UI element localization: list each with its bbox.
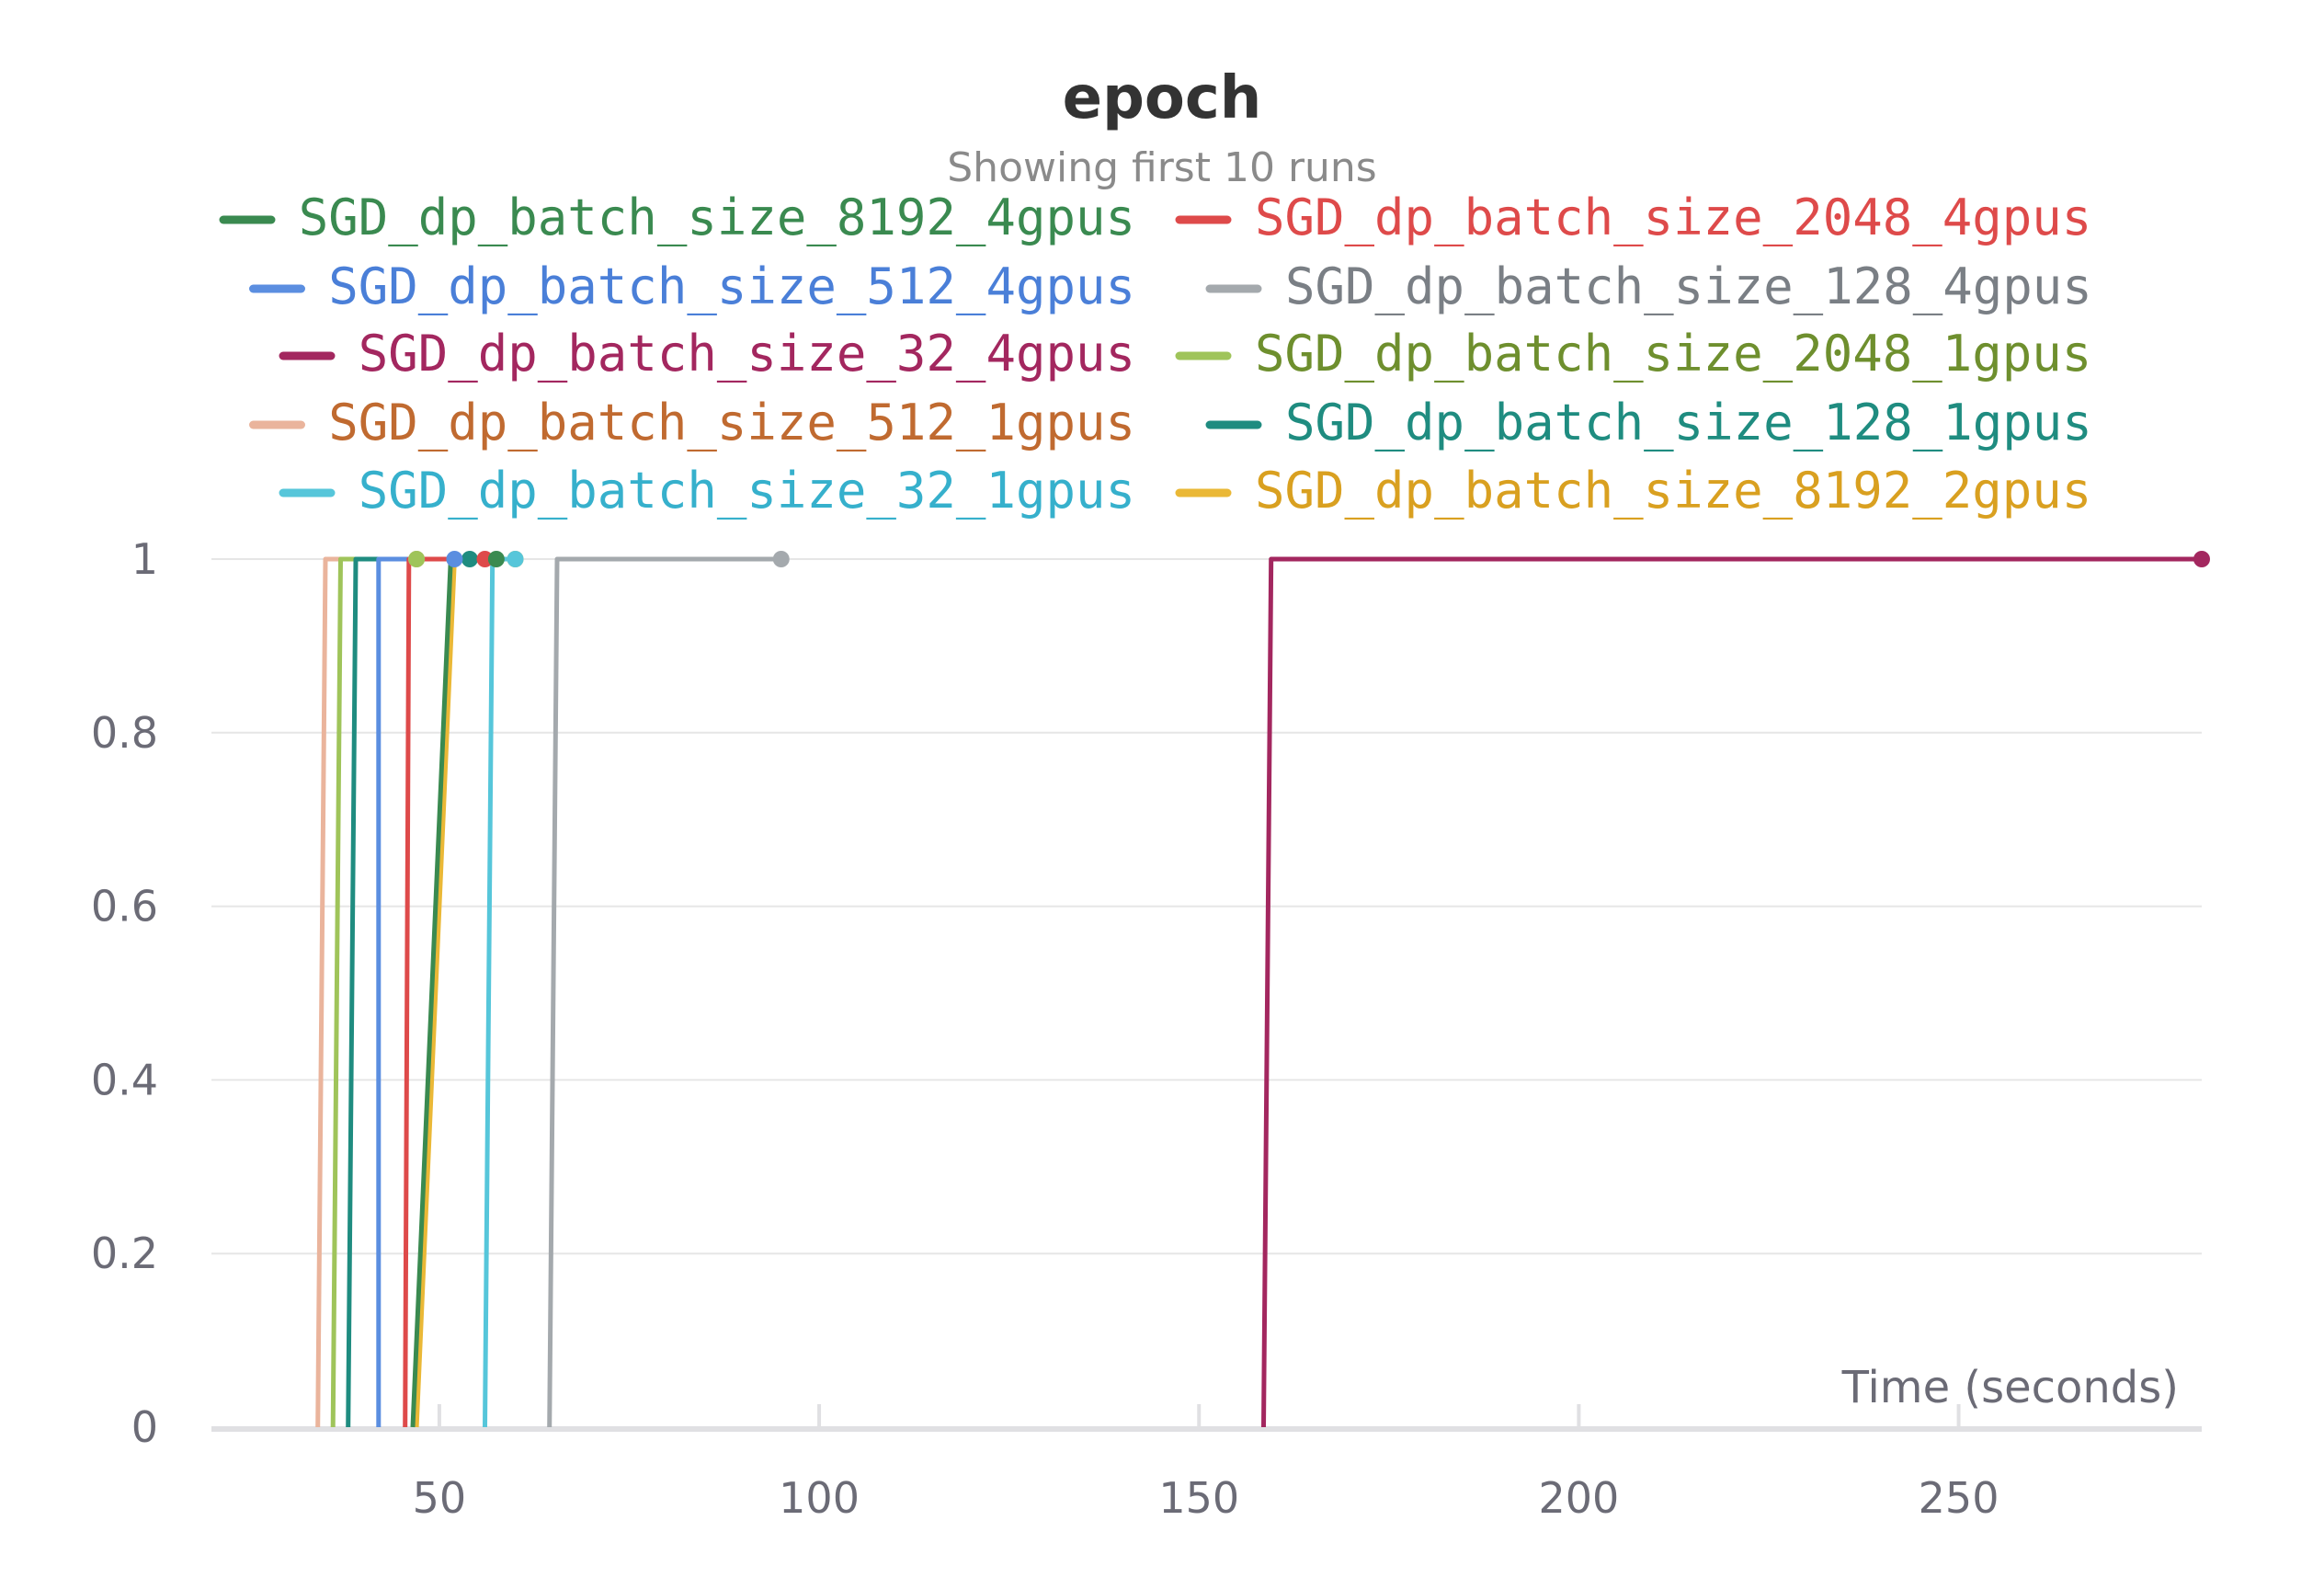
legend-label: SGD_dp_batch_size_8192_2gpus [1255, 462, 2091, 520]
legend-label: SGD_dp_batch_size_512_1gpus [328, 394, 1135, 452]
x-tick-label: 150 [1158, 1473, 1239, 1523]
series-end-point [507, 551, 524, 567]
x-tick-label: 100 [779, 1473, 860, 1523]
series-end-point [408, 551, 426, 567]
legend-label: SGD_dp_batch_size_512_4gpus [328, 257, 1135, 315]
series-end-point [461, 551, 478, 567]
y-tick-label: 0.6 [91, 882, 158, 932]
x-axis-title: Time (seconds) [1841, 1362, 2179, 1413]
x-tick-label: 50 [413, 1473, 467, 1523]
series-line [483, 556, 516, 1428]
y-tick-label: 1 [131, 534, 158, 584]
chart-subtitle: Showing first 10 runs [947, 144, 1376, 191]
x-tick-label: 200 [1538, 1473, 1619, 1523]
x-tick-label: 250 [1919, 1473, 1999, 1523]
y-tick-label: 0.4 [91, 1055, 158, 1104]
y-tick-label: 0 [131, 1402, 158, 1452]
legend-label: SGD_dp_batch_size_2048_1gpus [1255, 325, 2091, 383]
series-end-point [772, 551, 790, 567]
y-tick-label: 0.2 [91, 1229, 158, 1278]
chart-title: epoch [1063, 64, 1262, 132]
legend-label: SGD_dp_batch_size_2048_4gpus [1255, 189, 2091, 246]
series-end-point [2193, 551, 2210, 567]
series-line [547, 556, 781, 1428]
axes: 50 100 150 200 250 [211, 1404, 2202, 1523]
series-end-point [487, 551, 505, 567]
y-tick-label: 0.8 [91, 708, 158, 758]
series-end-point [446, 551, 463, 567]
series-line [1261, 556, 2202, 1428]
series-end-point [476, 551, 494, 567]
legend-label: SGD_dp_batch_size_32_1gpus [359, 462, 1135, 520]
legend-label: SGD_dp_batch_size_8192_4gpus [299, 189, 1135, 246]
legend-label: SGD_dp_batch_size_32_4gpus [359, 325, 1135, 383]
series-layer [315, 551, 2210, 1428]
gridlines: 0 0.2 0.4 0.6 0.8 1 [91, 534, 2202, 1452]
legend: SGD_dp_batch_size_8192_4gpus SGD_dp_batch… [219, 189, 2092, 520]
legend-label: SGD_dp_batch_size_128_1gpus [1285, 394, 2092, 452]
legend-label: SGD_dp_batch_size_128_4gpus [1285, 257, 2092, 315]
